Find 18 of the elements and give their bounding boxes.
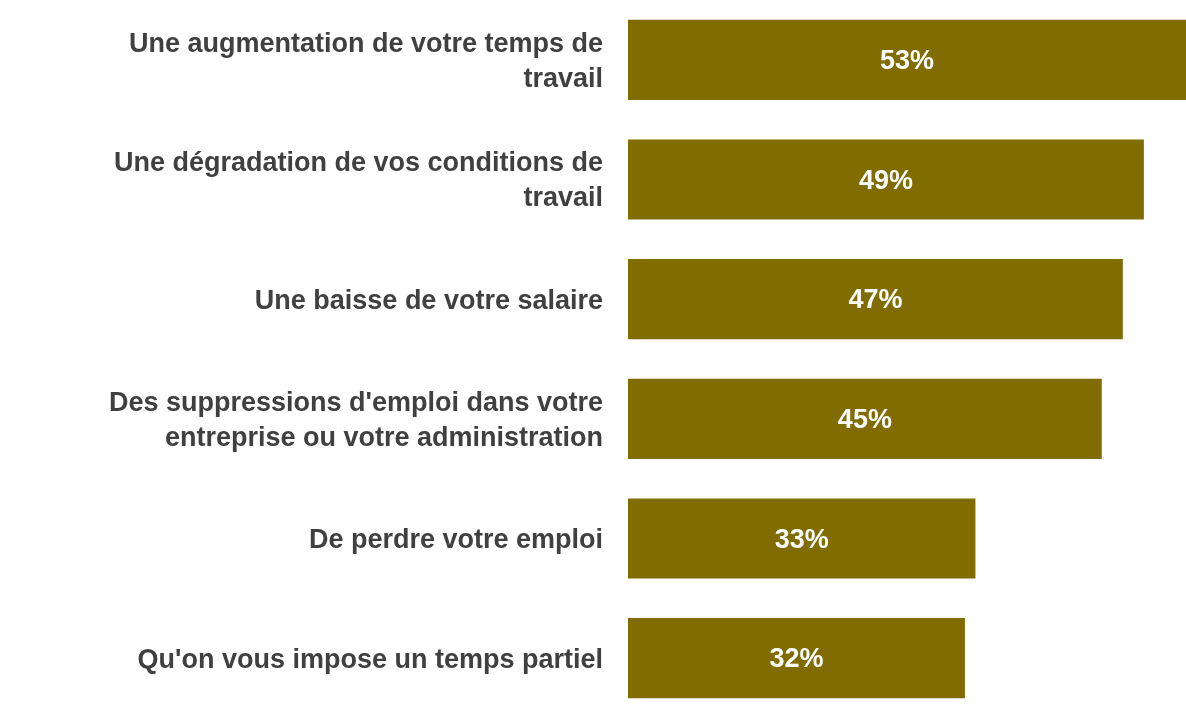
y-tick-label: Des suppressions d'emploi dans votre entreprise ou votre administration — [108, 386, 603, 452]
data-label: 53% — [879, 44, 935, 75]
bar — [628, 618, 965, 699]
bar — [628, 139, 1144, 220]
y-tick-label: De perdre votre emploi — [308, 523, 603, 554]
bar — [628, 259, 1123, 340]
bar — [628, 498, 976, 579]
bar — [628, 19, 1186, 100]
y-tick-label: Qu'on vous impose un temps partiel — [137, 643, 603, 674]
data-label: 49% — [858, 164, 913, 195]
y-tick-label: Une augmentation de votre temps de travail — [128, 27, 603, 93]
data-label: 47% — [848, 284, 903, 315]
data-label: 45% — [837, 403, 892, 434]
data-label: 32% — [769, 643, 824, 674]
data-label: 33% — [774, 523, 829, 554]
bar — [628, 378, 1102, 459]
y-tick-label: Une dégradation de vos conditions de travail — [113, 147, 603, 213]
y-tick-label: Une baisse de votre salaire — [254, 284, 603, 315]
